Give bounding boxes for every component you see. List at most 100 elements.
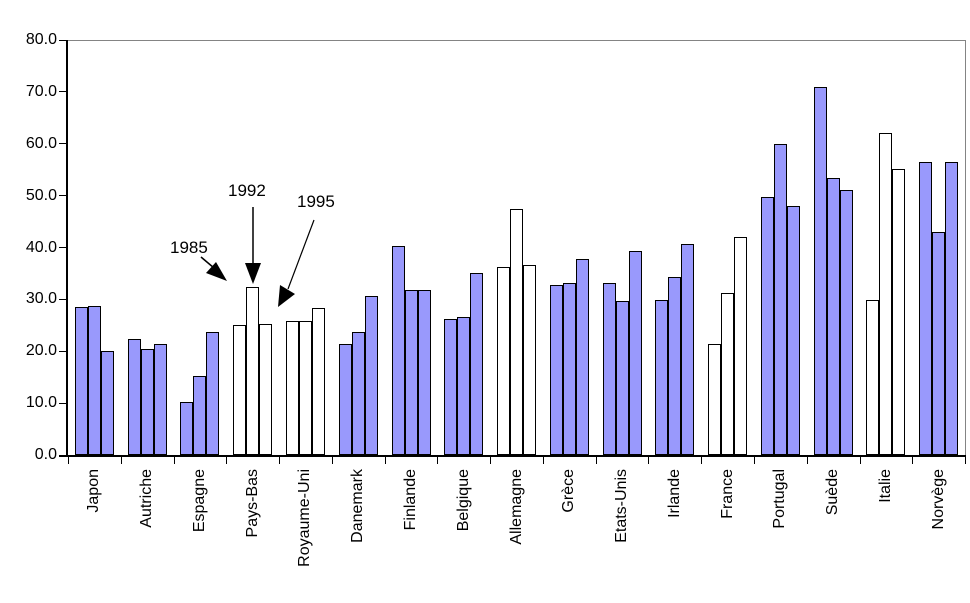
- x-tick-mark: [68, 457, 69, 464]
- y-tick-mark: [59, 247, 66, 248]
- category-label-Etats-Unis: Etats-Unis: [613, 469, 630, 543]
- bar-Portugal-1995: [786, 206, 800, 455]
- bar-Espagne-1995: [206, 331, 220, 455]
- y-tick-label: 80.0: [25, 31, 57, 48]
- bar-Royaume-Uni-1985: [285, 321, 299, 455]
- bar-Danemark-1995: [364, 296, 378, 455]
- x-tick-mark: [542, 457, 544, 464]
- x-tick-mark: [859, 457, 861, 464]
- bar-Danemark-1985: [338, 343, 352, 455]
- y-tick-label: 20.0: [25, 342, 57, 360]
- x-tick-mark: [437, 457, 439, 464]
- x-tick-mark: [490, 457, 492, 464]
- bar-Japon-1992: [87, 305, 101, 455]
- x-tick-mark: [331, 457, 333, 464]
- bar-Autriche-1995: [153, 344, 167, 455]
- plot-border-top: [68, 40, 966, 41]
- x-tick-mark: [595, 457, 597, 464]
- bar-Japon-1985: [74, 307, 88, 455]
- bar-Danemark-1992: [351, 332, 365, 455]
- y-tick-mark: [59, 39, 66, 41]
- bar-Etats-Unis-1992: [615, 300, 629, 455]
- bar-Allemagne-1985: [497, 266, 510, 455]
- x-tick-mark: [965, 457, 966, 464]
- bar-Irlande-1995: [681, 244, 695, 455]
- bar-Finlande-1992: [404, 290, 418, 455]
- bar-Espagne-1985: [180, 401, 194, 455]
- bar-Italie-1995: [892, 168, 906, 455]
- bar-Suède-1992: [826, 177, 840, 455]
- category-label-Grèce: Grèce: [560, 469, 578, 513]
- annotation-1985: 1985: [170, 238, 208, 257]
- bar-Italie-1992: [879, 133, 893, 455]
- bar-Suède-1985: [813, 86, 827, 455]
- y-tick-label: 60.0: [25, 134, 57, 152]
- y-tick-mark: [59, 91, 66, 93]
- bar-Norvège-1985: [919, 161, 933, 455]
- category-label-Espagne: Espagne: [190, 469, 208, 533]
- bar-Autriche-1985: [127, 339, 141, 455]
- x-tick-mark: [912, 457, 914, 464]
- x-tick-mark: [173, 457, 175, 464]
- annotation-1992: 1992: [228, 181, 266, 200]
- x-tick-mark: [226, 457, 228, 464]
- category-label-Italie: Italie: [876, 469, 894, 503]
- category-label-Allemagne: Allemagne: [507, 469, 525, 545]
- x-tick-mark: [120, 457, 122, 464]
- arrow-1992: [245, 207, 261, 284]
- bar-Royaume-Uni-1992: [298, 321, 312, 455]
- bar-Suède-1995: [839, 190, 853, 455]
- bar-Allemagne-1995: [523, 265, 536, 455]
- bar-Allemagne-1992: [510, 208, 523, 455]
- category-label-Danemark: Danemark: [349, 469, 367, 543]
- bar-Grèce-1995: [575, 258, 589, 455]
- category-label-Pays-Bas: Pays-Bas: [243, 469, 261, 538]
- plot-border-right: [965, 40, 966, 456]
- bar-Norvège-1995: [945, 162, 959, 455]
- bar-Portugal-1985: [760, 196, 774, 455]
- bar-Etats-Unis-1985: [602, 282, 616, 455]
- category-label-Finlande: Finlande: [402, 469, 419, 531]
- bar-Autriche-1992: [140, 349, 154, 455]
- y-tick-mark: [59, 298, 66, 300]
- x-tick-mark: [384, 457, 386, 464]
- bar-France-1985: [708, 343, 722, 455]
- bar-France-1995: [734, 236, 748, 455]
- y-tick-label: 40.0: [25, 238, 57, 256]
- bar-Belgique-1985: [444, 319, 458, 455]
- bar-Pays-Bas-1985: [233, 325, 247, 455]
- category-label-Royaume-Uni: Royaume-Uni: [296, 469, 314, 567]
- category-label-Suède: Suède: [824, 469, 842, 516]
- arrow-1995: [278, 219, 315, 307]
- annotation-1995: 1995: [297, 192, 335, 211]
- y-tick-label: 10.0: [25, 394, 57, 412]
- bar-Grèce-1985: [549, 284, 563, 455]
- bar-Pays-Bas-1995: [259, 324, 273, 455]
- category-label-Autriche: Autriche: [138, 469, 156, 528]
- x-tick-mark: [753, 457, 755, 464]
- x-tick-mark: [701, 457, 703, 464]
- bar-Norvège-1992: [932, 231, 946, 455]
- category-label-Japon: Japon: [85, 469, 103, 513]
- y-tick-mark: [59, 402, 66, 404]
- y-tick-mark: [59, 454, 66, 456]
- bar-Finlande-1985: [391, 245, 405, 455]
- x-tick-mark: [279, 457, 281, 464]
- y-tick-mark: [59, 143, 66, 145]
- y-axis-line: [66, 40, 68, 457]
- bar-Italie-1985: [866, 299, 880, 455]
- y-tick-label: 50.0: [25, 186, 57, 204]
- arrow-1985: [200, 256, 227, 281]
- bar-France-1992: [721, 293, 735, 455]
- bar-Espagne-1992: [193, 375, 207, 455]
- category-label-Belgique: Belgique: [454, 469, 472, 532]
- bar-Grèce-1992: [562, 283, 576, 455]
- category-label-Portugal: Portugal: [771, 469, 789, 529]
- bar-Portugal-1992: [773, 144, 787, 455]
- bar-Irlande-1992: [668, 277, 682, 455]
- bar-Royaume-Uni-1995: [311, 307, 325, 455]
- category-label-France: France: [718, 469, 736, 519]
- category-label-Irlande: Irlande: [665, 469, 683, 518]
- x-tick-mark: [648, 457, 650, 464]
